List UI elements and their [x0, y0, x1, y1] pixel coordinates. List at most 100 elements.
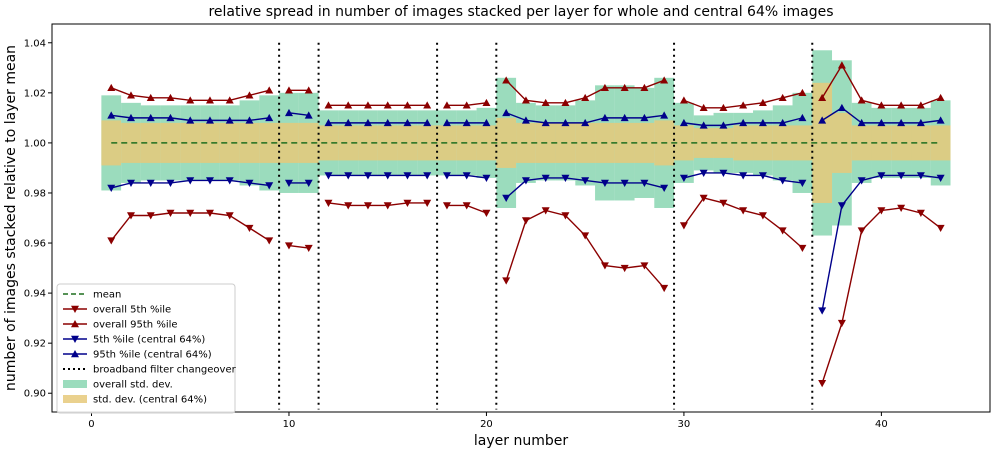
point-5th-ile-central-64-layer-38	[837, 202, 846, 210]
point-95th-ile-central-64-layer-40	[877, 118, 886, 127]
point-overall-95th-ile-layer-6	[205, 96, 214, 104]
x-axis-label: layer number	[474, 433, 568, 449]
point-5th-ile-central-64-layer-9	[265, 182, 274, 190]
series-line-overall-5th-ile-seg-1	[288, 244, 309, 249]
point-overall-95th-ile-layer-5	[186, 96, 195, 104]
point-overall-5th-ile-layer-14	[363, 202, 372, 210]
point-overall-95th-ile-layer-2	[126, 91, 135, 99]
point-95th-ile-central-64-layer-30	[679, 118, 688, 127]
point-5th-ile-central-64-layer-2	[126, 179, 135, 187]
y-axis-label: number of images stacked relative to lay…	[3, 45, 19, 391]
point-95th-ile-central-64-layer-35	[778, 118, 787, 127]
std-band-central-layer-15	[377, 125, 398, 161]
point-overall-95th-ile-layer-41	[897, 101, 906, 109]
point-95th-ile-central-64-layer-41	[897, 118, 906, 127]
point-5th-ile-central-64-layer-19	[462, 172, 471, 180]
point-overall-95th-ile-layer-26	[600, 83, 609, 92]
point-5th-ile-central-64-layer-4	[166, 179, 175, 187]
point-overall-5th-ile-layer-30	[679, 222, 688, 230]
point-overall-95th-ile-layer-17	[423, 101, 432, 109]
point-5th-ile-central-64-layer-23	[541, 174, 550, 182]
legend-label-overall-5th-ile: overall 5th %ile	[93, 305, 171, 316]
point-95th-ile-central-64-layer-34	[758, 118, 767, 127]
series-line-95th-ile-central-64-seg-1	[288, 112, 309, 117]
point-5th-ile-central-64-layer-8	[245, 179, 254, 187]
point-overall-95th-ile-layer-1	[107, 83, 116, 92]
point-95th-ile-central-64-layer-11	[304, 111, 313, 119]
point-overall-5th-ile-layer-29	[660, 284, 669, 293]
legend-marker-5th-ile-central-64	[71, 335, 79, 343]
point-5th-ile-central-64-layer-43	[936, 174, 945, 182]
legend-label-broadband-filter-changeover: broadband filter changeover	[93, 365, 237, 376]
point-overall-5th-ile-layer-24	[561, 212, 570, 220]
point-overall-95th-ile-layer-42	[916, 101, 925, 109]
std-band-central-layer-13	[338, 125, 359, 161]
point-overall-5th-ile-layer-38	[837, 319, 846, 328]
point-95th-ile-central-64-layer-13	[344, 118, 353, 127]
point-overall-95th-ile-layer-36	[798, 88, 807, 97]
point-95th-ile-central-64-layer-38	[837, 103, 846, 112]
point-overall-95th-ile-layer-39	[857, 96, 866, 104]
point-5th-ile-central-64-layer-6	[205, 177, 214, 185]
std-band-central-layer-41	[891, 125, 912, 161]
point-overall-95th-ile-layer-18	[442, 101, 451, 109]
series-layer	[107, 61, 945, 388]
point-overall-5th-ile-layer-11	[304, 244, 313, 253]
point-overall-5th-ile-layer-10	[284, 242, 293, 250]
std-band-central-layer-14	[358, 125, 378, 161]
point-95th-ile-central-64-layer-19	[462, 118, 471, 127]
point-overall-95th-ile-layer-11	[304, 86, 313, 94]
point-overall-5th-ile-layer-39	[857, 227, 866, 235]
legend-box	[56, 283, 236, 414]
legend-label-overall-std-dev: overall std. dev.	[93, 380, 173, 391]
y-tick-label-0.94: 0.94	[24, 289, 46, 300]
point-95th-ile-central-64-layer-9	[265, 113, 274, 122]
legend-label-5th-ile-central-64: 5th %ile (central 64%)	[93, 335, 205, 346]
point-overall-95th-ile-layer-8	[245, 91, 254, 99]
std-band-central-layer-10	[279, 122, 299, 163]
point-95th-ile-central-64-layer-24	[561, 118, 570, 127]
legend-label-mean: mean	[93, 290, 121, 301]
chart-title: relative spread in number of images stac…	[208, 4, 833, 20]
point-95th-ile-central-64-layer-29	[660, 111, 669, 119]
legend: mean overall 5th %ile overall 95th %ile 5th…	[56, 283, 237, 414]
point-5th-ile-central-64-layer-42	[916, 172, 925, 180]
point-95th-ile-central-64-layer-18	[442, 118, 451, 127]
point-overall-95th-ile-layer-9	[265, 86, 274, 94]
point-95th-ile-central-64-layer-5	[186, 116, 195, 124]
point-overall-5th-ile-layer-36	[798, 244, 807, 253]
point-overall-95th-ile-layer-32	[719, 103, 728, 112]
point-95th-ile-central-64-layer-22	[521, 116, 530, 124]
series-line-overall-5th-ile-seg-0	[110, 212, 270, 242]
series-line-overall-5th-ile-seg-4	[505, 209, 665, 289]
point-overall-5th-ile-layer-2	[126, 212, 135, 220]
point-overall-95th-ile-layer-35	[778, 93, 787, 102]
point-overall-5th-ile-layer-16	[403, 199, 412, 207]
point-overall-95th-ile-layer-43	[936, 93, 945, 102]
point-overall-5th-ile-layer-1	[107, 237, 116, 245]
point-5th-ile-central-64-layer-20	[482, 174, 491, 182]
point-overall-5th-ile-layer-26	[600, 262, 609, 270]
point-5th-ile-central-64-layer-7	[225, 177, 234, 185]
plot-frame	[51, 23, 991, 413]
point-5th-ile-central-64-layer-40	[877, 172, 886, 180]
point-95th-ile-central-64-layer-37	[818, 116, 827, 124]
point-overall-5th-ile-layer-12	[324, 199, 333, 207]
point-95th-ile-central-64-layer-31	[699, 121, 708, 129]
point-95th-ile-central-64-layer-23	[541, 118, 550, 127]
point-overall-5th-ile-layer-4	[166, 209, 175, 217]
std-band-central-layer-42	[911, 125, 931, 161]
point-overall-95th-ile-layer-27	[620, 83, 629, 92]
point-5th-ile-central-64-layer-31	[699, 169, 708, 177]
point-95th-ile-central-64-layer-2	[126, 113, 135, 122]
x-tick-label-10: 10	[283, 419, 296, 430]
series-line-overall-5th-ile-seg-5	[683, 197, 803, 249]
legend-marker-overall-95th-ile	[71, 320, 79, 328]
std-band-central-layer-43	[930, 125, 951, 161]
series-line-overall-5th-ile-seg-6	[821, 207, 942, 384]
point-overall-95th-ile-layer-10	[284, 86, 293, 94]
point-95th-ile-central-64-layer-36	[798, 113, 807, 122]
point-5th-ile-central-64-layer-16	[403, 172, 412, 180]
point-5th-ile-central-64-layer-15	[383, 172, 392, 180]
point-overall-5th-ile-layer-18	[442, 202, 451, 210]
